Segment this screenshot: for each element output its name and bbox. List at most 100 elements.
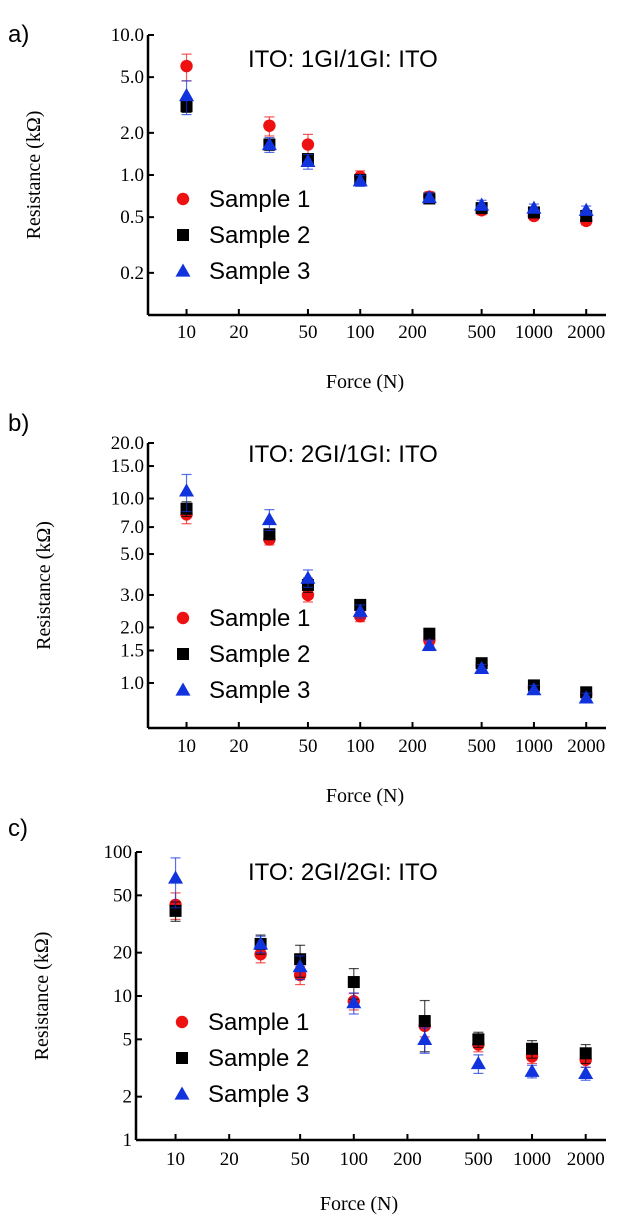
x-tick-label: 500 [464,1149,493,1170]
data-point-triangle [421,190,437,204]
y-tick-label: 7.0 [120,517,144,538]
legend-marker-square [177,229,189,241]
x-tick-label: 500 [467,322,496,343]
x-tick-label: 1000 [515,736,553,757]
data-point-triangle [474,197,490,211]
data-point-triangle [261,511,277,526]
x-axis-label: Force (N) [320,1193,398,1215]
legend-marker-triangle [175,263,191,277]
data-point-circle [263,119,276,132]
data-point-triangle [421,637,437,651]
data-point-triangle [300,153,316,168]
legend-label: Sample 1 [209,186,310,213]
data-point-circle [180,59,193,73]
chart-title: ITO: 2GI/1GI: ITO [248,441,438,468]
data-point-triangle [179,87,195,102]
data-point-triangle [261,137,277,151]
legend-marker-triangle [174,1086,190,1100]
data-point-square [418,1015,431,1028]
data-point-triangle [526,682,542,696]
data-point-triangle [578,202,594,216]
x-tick-label: 10 [177,322,196,343]
chart-panel-1: a) 0.2 0.5 1.0 2.0 5.0 10.0 10 20 50 100 200 500 1000… [8,21,606,393]
y-tick-label: 3.0 [120,585,144,606]
legend-label: Sample 1 [208,1009,309,1036]
series-1 [180,505,593,701]
series-3 [179,473,594,704]
data-point-square [347,976,360,989]
y-tick-label: 5.0 [120,544,144,565]
y-tick-label: 1 [123,1130,133,1151]
x-tick-label: 2000 [567,1149,605,1170]
data-point-triangle [179,483,195,497]
y-tick-label: 10.0 [111,25,144,46]
data-point-triangle [352,603,368,617]
data-point-triangle [352,173,368,187]
x-tick-label: 2000 [567,322,605,343]
panel-letter: a) [8,21,29,48]
y-tick-label: 1.0 [120,673,144,694]
data-point-triangle [346,995,362,1009]
legend-marker-circle [176,611,190,625]
y-tick-label: 2.0 [120,123,144,144]
x-tick-label: 20 [220,1149,239,1170]
series-3 [179,80,594,216]
series-3 [168,857,594,1081]
x-tick-label: 2000 [567,736,605,757]
data-point-triangle [417,1031,433,1045]
series-2 [180,501,593,699]
legend-marker-square [177,648,189,660]
legend-marker-square [176,1052,188,1064]
panel-letter: b) [8,410,29,437]
legend-label: Sample 2 [209,641,310,668]
y-tick-label: 5.0 [120,67,144,88]
x-tick-label: 100 [346,736,375,757]
x-tick-label: 10 [177,736,196,757]
y-tick-label: 100 [104,842,133,863]
legend-marker-circle [175,1015,189,1029]
x-axis-label: Force (N) [326,371,404,393]
y-tick-label: 2.0 [120,617,144,638]
legend-label: Sample 3 [208,1081,309,1108]
x-tick-label: 100 [346,322,375,343]
y-tick-label: 50 [113,885,132,906]
y-axis-label: Resistance (kΩ) [31,932,53,1061]
y-tick-label: 2 [123,1087,133,1108]
chart-panel-3: c) 1 2 5 10 20 50 100 10 20 50 100 200 500 1000 2000 For… [8,815,606,1215]
x-tick-label: 200 [398,322,427,343]
data-point-triangle [470,1055,486,1070]
y-tick-label: 10.0 [111,489,144,510]
data-point-triangle [292,959,308,973]
data-point-triangle [474,660,490,674]
data-point-triangle [526,200,542,214]
data-point-triangle [578,690,594,704]
legend-label: Sample 3 [209,258,310,285]
legend-marker-triangle [175,682,191,696]
y-axis-label: Resistance (kΩ) [33,521,55,650]
legend-label: Sample 3 [209,677,310,704]
y-tick-label: 5 [123,1029,133,1050]
chart-title: ITO: 2GI/2GI: ITO [248,859,438,886]
y-tick-label: 20.0 [111,433,144,454]
x-tick-label: 1000 [515,322,553,343]
x-axis-label: Force (N) [326,785,404,807]
data-point-square [472,1033,485,1046]
x-tick-label: 1000 [513,1149,551,1170]
data-point-triangle [300,570,316,584]
x-tick-label: 50 [298,736,317,757]
x-tick-label: 50 [291,1149,310,1170]
legend-label: Sample 1 [209,605,310,632]
legend-label: Sample 2 [209,222,310,249]
panel-letter: c) [8,815,28,842]
y-tick-label: 10 [113,986,132,1007]
x-tick-label: 100 [340,1149,369,1170]
x-tick-label: 500 [467,736,496,757]
data-point-square [263,528,276,541]
x-tick-label: 20 [229,736,248,757]
chart-title: ITO: 1GI/1GI: ITO [248,46,438,73]
x-tick-label: 200 [393,1149,422,1170]
data-point-triangle [168,870,184,884]
legend-label: Sample 2 [208,1045,309,1072]
data-point-square [579,1047,592,1060]
